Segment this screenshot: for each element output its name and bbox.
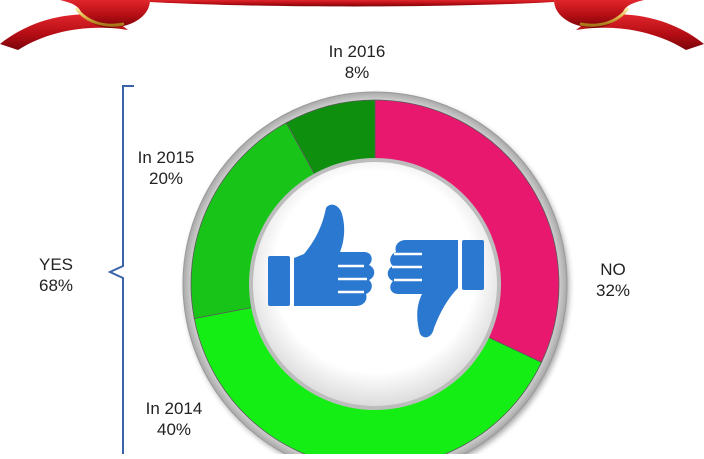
ribbon-center (150, 0, 554, 7)
ribbon-left-gold (74, 7, 125, 27)
slice-label-2016-value: 8% (344, 63, 370, 82)
ribbon-right-curl (554, 0, 644, 28)
group-label-yes: YES 68% (22, 254, 90, 296)
slice-label-2015-value: 20% (148, 169, 184, 188)
thumbs-up-icon (268, 204, 375, 306)
slice-label-2016: In 2016 8% (318, 41, 396, 83)
donut-hole (253, 162, 497, 406)
slice-label-2015: In 2015 20% (128, 147, 204, 189)
ribbon-right-gold (579, 7, 630, 27)
slice-label-no: NO 32% (588, 259, 638, 301)
slice-label-2014-value: 40% (156, 420, 192, 439)
slice-label-2014: In 2014 40% (136, 398, 212, 440)
slice-label-no-name: NO (600, 260, 626, 279)
group-label-yes-value: 68% (38, 276, 74, 295)
thumbs-down-icon (387, 240, 484, 338)
slice-label-2015-name: In 2015 (137, 148, 195, 167)
slice-label-no-value: 32% (595, 281, 631, 300)
slice-label-2014-name: In 2014 (145, 399, 203, 418)
ribbon-banner (0, 0, 704, 50)
slice-label-2016-name: In 2016 (328, 42, 386, 61)
ribbon-left-curl (60, 0, 150, 28)
donut-rim-edge (182, 91, 568, 459)
group-label-yes-name: YES (38, 255, 74, 274)
yes-bracket (107, 85, 134, 454)
